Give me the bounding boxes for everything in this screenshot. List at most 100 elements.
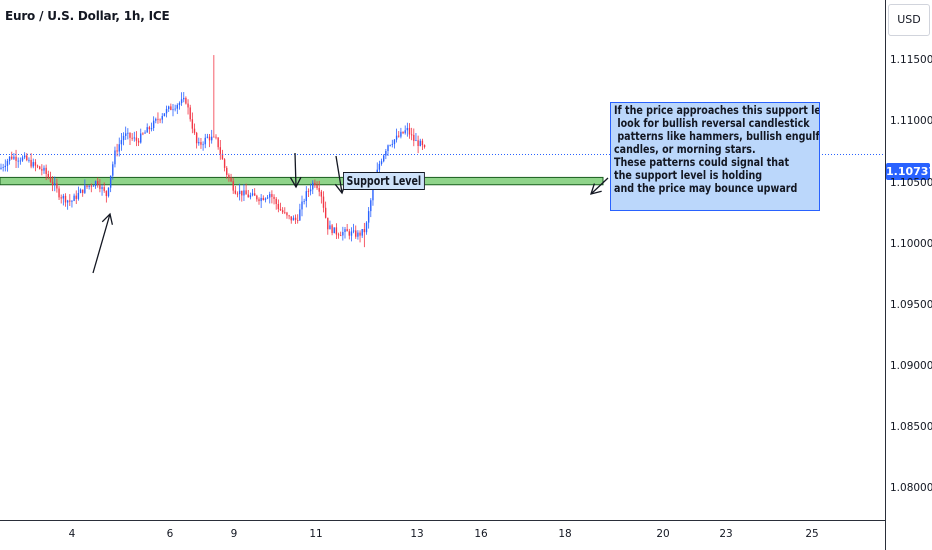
candle xyxy=(389,144,391,147)
candle xyxy=(152,116,155,131)
candle-body xyxy=(221,153,224,160)
candle xyxy=(247,189,249,198)
currency-selector[interactable]: USD xyxy=(888,4,930,36)
candle-body xyxy=(355,230,357,237)
candle xyxy=(378,160,381,173)
candle xyxy=(320,189,323,204)
candle-body xyxy=(165,108,168,114)
candle xyxy=(101,184,103,196)
support-zone-layer xyxy=(0,176,604,186)
candle-body xyxy=(314,182,316,186)
candle xyxy=(168,105,170,112)
candle xyxy=(26,153,28,162)
candle-body xyxy=(105,190,108,197)
candle xyxy=(337,232,340,239)
candle xyxy=(99,179,101,193)
candle xyxy=(260,194,262,209)
candle xyxy=(256,194,258,202)
candle-body xyxy=(316,185,318,189)
candle-body xyxy=(219,147,221,154)
candle xyxy=(122,132,125,146)
candle-body xyxy=(406,127,409,131)
candle xyxy=(393,139,396,149)
candle-body xyxy=(43,167,45,171)
candle-body xyxy=(129,132,131,138)
candle-body xyxy=(101,187,103,189)
candle-body xyxy=(64,195,67,203)
candle xyxy=(324,201,327,219)
candle xyxy=(417,135,419,154)
candle-body xyxy=(71,200,73,202)
candle-body xyxy=(303,201,305,202)
annotation-note[interactable]: If the price approaches this support lev… xyxy=(610,102,820,211)
candle-body xyxy=(333,227,335,234)
y-tick-label: 1.09500 xyxy=(890,298,932,311)
candle-body xyxy=(62,195,65,199)
candle xyxy=(331,224,333,236)
candle-body xyxy=(172,109,174,111)
candle xyxy=(131,133,133,141)
candle xyxy=(273,194,275,205)
candle-body xyxy=(352,230,355,232)
candle-body xyxy=(361,229,363,236)
candle-body xyxy=(324,207,327,218)
y-tick-label: 1.10000 xyxy=(890,237,932,250)
candle xyxy=(144,130,146,134)
candle xyxy=(251,188,254,197)
candle-body xyxy=(97,181,99,185)
candle xyxy=(120,132,123,151)
candle-body xyxy=(217,137,219,148)
candle-body xyxy=(318,188,320,192)
y-tick-label: 1.11000 xyxy=(890,115,932,128)
candle xyxy=(350,227,353,242)
candle-body xyxy=(146,127,148,133)
x-tick-label: 13 xyxy=(410,528,424,540)
candle xyxy=(79,188,82,194)
candle xyxy=(365,221,368,235)
support-level-label[interactable]: Support Level xyxy=(343,172,425,190)
candle xyxy=(305,186,307,208)
candle xyxy=(269,191,271,204)
candle xyxy=(71,200,73,208)
candle xyxy=(183,92,185,103)
candle-body xyxy=(208,136,211,141)
candle-body xyxy=(4,165,6,168)
candle-body xyxy=(327,217,329,230)
candle-body xyxy=(264,198,267,200)
candle-body xyxy=(189,107,191,120)
candle-body xyxy=(103,187,105,191)
candle-body xyxy=(372,188,374,201)
candle-body xyxy=(383,155,385,162)
candle xyxy=(127,128,129,140)
symbol-title[interactable]: Euro / U.S. Dollar, 1h, ICE xyxy=(5,9,170,23)
candle xyxy=(77,186,80,201)
candle-body xyxy=(389,145,391,146)
candle xyxy=(19,157,22,165)
candle xyxy=(316,181,318,190)
candle-body xyxy=(109,175,112,188)
candle xyxy=(6,158,9,172)
candle xyxy=(69,194,71,206)
candle-body xyxy=(305,191,307,202)
candle xyxy=(82,189,84,197)
candle xyxy=(230,173,232,182)
candle xyxy=(217,137,219,150)
candle-body xyxy=(2,167,4,168)
candle xyxy=(4,159,6,172)
candle-body xyxy=(157,118,159,120)
candle xyxy=(51,176,54,192)
candle-body xyxy=(114,150,116,165)
candle-body xyxy=(56,183,58,189)
candle xyxy=(370,198,372,218)
candle-body xyxy=(49,177,52,182)
candle-body xyxy=(94,181,97,186)
candle xyxy=(294,214,297,225)
candle-body xyxy=(281,210,284,213)
arrow-note-pointer xyxy=(590,177,609,195)
candle xyxy=(367,207,370,229)
candle xyxy=(415,133,417,142)
candle xyxy=(86,185,88,189)
candle-body xyxy=(133,137,135,139)
candle-body xyxy=(320,191,323,197)
